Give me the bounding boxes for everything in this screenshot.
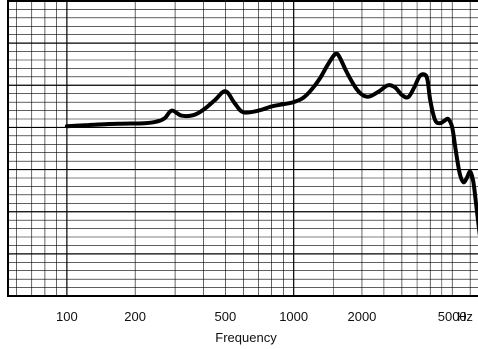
x-tick-label: 100 bbox=[56, 309, 78, 324]
series-layer bbox=[64, 51, 478, 237]
x-tick-label: 1000 bbox=[279, 309, 308, 324]
x-tick-label: 5000 bbox=[438, 309, 467, 324]
x-unit-label: Hz bbox=[457, 309, 473, 324]
plot-frame bbox=[7, 0, 478, 297]
x-tick-label: 2000 bbox=[347, 309, 376, 324]
x-tick-label: 200 bbox=[124, 309, 146, 324]
series-line bbox=[64, 51, 478, 237]
x-tick-labels: 100 200 500 1000 2000 5000 bbox=[56, 309, 467, 324]
major-gridlines bbox=[8, 1, 478, 296]
x-axis-title: Frequency bbox=[215, 330, 277, 345]
x-tick-label: 500 bbox=[215, 309, 237, 324]
minor-gridlines bbox=[8, 1, 478, 296]
